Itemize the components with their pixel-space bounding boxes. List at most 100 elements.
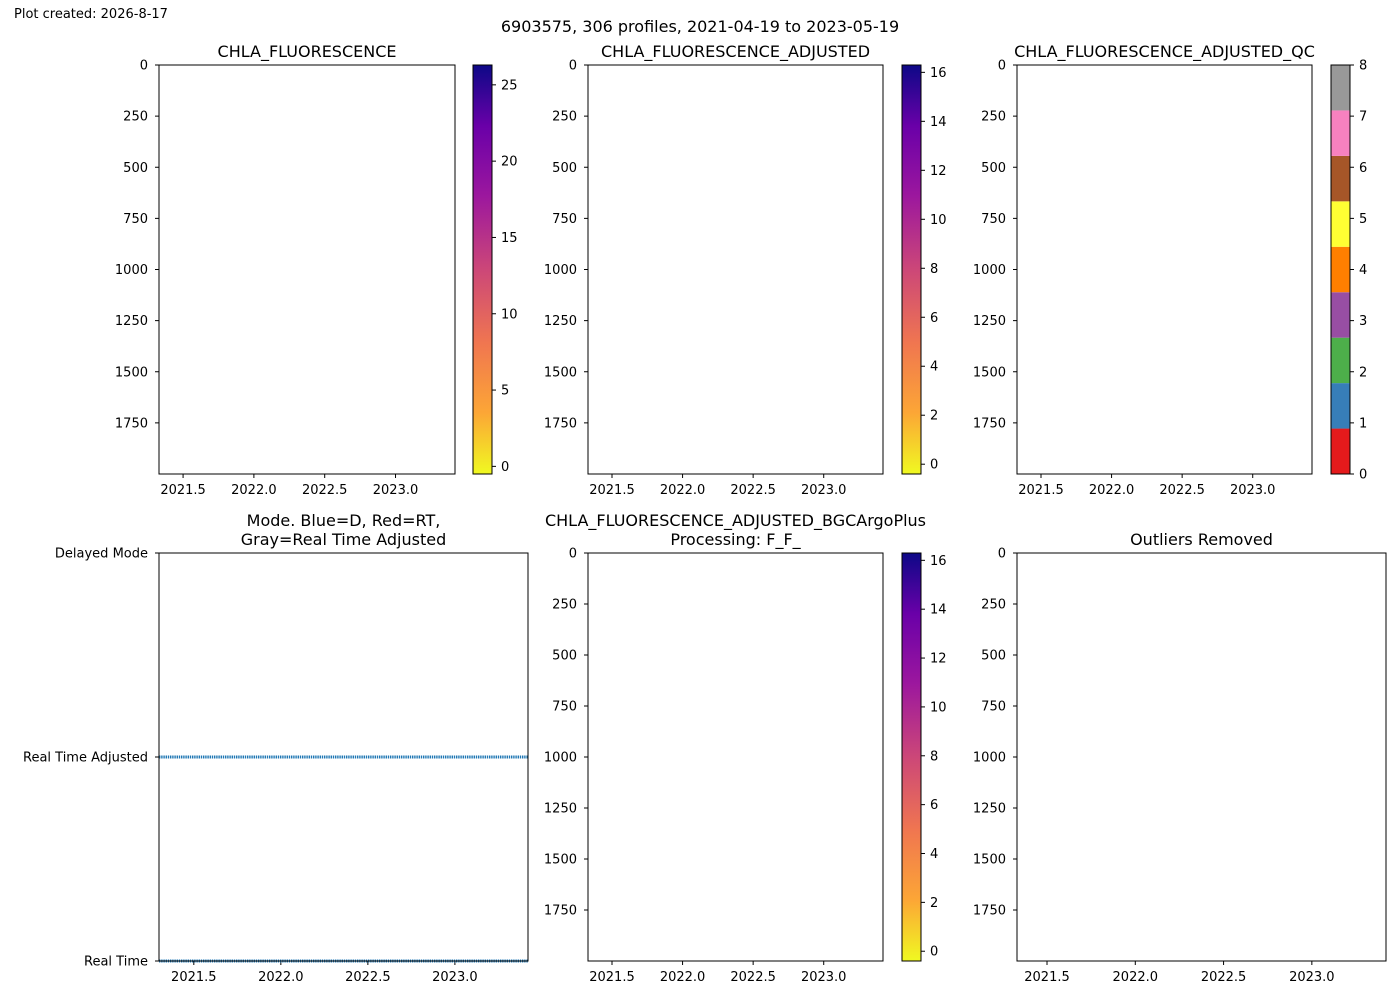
colorbar-frame — [901, 552, 922, 962]
x-tick-label: 2021.5 — [589, 483, 635, 498]
colorbar-tick-label: 4 — [1359, 263, 1367, 278]
colorbar-tick-label: 4 — [930, 360, 938, 375]
y-tick-label: 0 — [569, 547, 577, 562]
y-tick-label: 1500 — [544, 365, 577, 380]
panel-title-line: Processing: F_F_ — [670, 530, 801, 550]
y-tick-label: 1250 — [115, 314, 148, 329]
colorbar-frame — [472, 64, 493, 475]
colorbar-tick-label: 16 — [930, 554, 947, 569]
colorbar-tick-label: 5 — [1359, 212, 1367, 227]
colorbar-frame — [901, 64, 922, 475]
y-tick-label: 250 — [981, 598, 1006, 613]
colorbar-segment — [1331, 428, 1350, 474]
colorbar-tick-label: 5 — [501, 384, 509, 399]
x-tick-label: 2022.0 — [258, 970, 304, 985]
panel-title: CHLA_FLUORESCENCE_ADJUSTED_QC — [1014, 42, 1315, 62]
colorbar-fill — [473, 65, 492, 474]
y-tick-label: Real Time Adjusted — [23, 751, 148, 766]
colorbar-tick-label: 14 — [930, 603, 947, 618]
y-tick-label: 1500 — [973, 853, 1006, 868]
x-tick-label: 2022.5 — [345, 970, 391, 985]
colorbar-segment — [1331, 383, 1350, 429]
colorbar-segment — [1331, 246, 1350, 293]
y-tick-label: 500 — [123, 161, 148, 176]
plot-created-label: Plot created: 2026-8-17 — [14, 7, 168, 22]
x-tick-label: 2021.5 — [171, 970, 217, 985]
colorbar-tick-label: 4 — [930, 847, 938, 862]
colorbar-tick-label: 10 — [930, 213, 947, 228]
y-tick-label: 250 — [123, 110, 148, 125]
y-tick-label: 750 — [981, 700, 1006, 715]
y-tick-label: 1750 — [973, 904, 1006, 919]
panel-title: Mode. Blue=D, Red=RT, Gray=Real Time Adju… — [241, 511, 447, 549]
colorbar-segment — [1331, 155, 1350, 202]
colorbar-tick-label: 6 — [930, 798, 938, 813]
colorbar-tick-label: 14 — [930, 115, 947, 130]
colorbar-tick-label: 16 — [930, 66, 947, 81]
x-tick-label: 2022.5 — [302, 483, 348, 498]
colorbar-tick-label: 8 — [930, 749, 938, 764]
colorbar-tick-label: 3 — [1359, 314, 1367, 329]
colorbar-tick-label: 12 — [930, 652, 947, 667]
axes-frame — [587, 552, 884, 962]
colorbar-tick-label: 2 — [930, 409, 938, 424]
x-tick-label: 2021.5 — [160, 483, 206, 498]
y-tick-label: 750 — [981, 212, 1006, 227]
x-tick-label: 2023.0 — [801, 483, 847, 498]
y-tick-label: 0 — [140, 59, 148, 74]
x-tick-label: 2021.5 — [589, 970, 635, 985]
y-tick-label: 1750 — [115, 416, 148, 431]
y-tick-label: 1000 — [544, 751, 577, 766]
panel-title: CHLA_FLUORESCENCE — [218, 42, 397, 62]
panel-title: Outliers Removed — [1130, 530, 1273, 549]
y-tick-label: 1500 — [544, 853, 577, 868]
y-tick-label: Delayed Mode — [55, 547, 148, 562]
colorbar-fill — [902, 553, 921, 961]
colorbar-tick-label: 12 — [930, 164, 947, 179]
y-tick-label: 1500 — [973, 365, 1006, 380]
colorbar-tick-label: 2 — [1359, 365, 1367, 380]
x-tick-label: 2023.0 — [801, 970, 847, 985]
colorbar-tick-label: 2 — [930, 896, 938, 911]
y-tick-label: 1000 — [973, 751, 1006, 766]
x-tick-label: 2023.0 — [373, 483, 419, 498]
y-tick-label: 500 — [552, 649, 577, 664]
colorbar-segment — [1331, 65, 1350, 111]
y-tick-label: 1000 — [973, 263, 1006, 278]
y-tick-label: 1500 — [115, 365, 148, 380]
colorbar-tick-label: 0 — [501, 460, 509, 475]
x-tick-label: 2022.5 — [730, 483, 776, 498]
y-tick-label: 750 — [123, 212, 148, 227]
colorbar-tick-label: 0 — [1359, 468, 1367, 483]
colorbar-tick-label: 7 — [1359, 110, 1367, 125]
panel-title: CHLA_FLUORESCENCE_ADJUSTED — [601, 42, 870, 62]
y-tick-label: 1250 — [973, 802, 1006, 817]
y-tick-label: 1000 — [544, 263, 577, 278]
y-tick-label: 1250 — [544, 802, 577, 817]
x-tick-label: 2022.0 — [1113, 970, 1159, 985]
y-tick-label: 1750 — [973, 416, 1006, 431]
y-tick-label: 0 — [998, 59, 1006, 74]
x-tick-label: 2022.5 — [730, 970, 776, 985]
x-tick-label: 2022.0 — [231, 483, 277, 498]
panel-title-line: CHLA_FLUORESCENCE_ADJUSTED_BGCArgoPlus — [545, 511, 926, 531]
panel-title-line: Gray=Real Time Adjusted — [241, 530, 447, 549]
colorbar-tick-label: 10 — [501, 307, 518, 322]
x-tick-label: 2023.0 — [1289, 970, 1335, 985]
colorbar-segment — [1331, 337, 1350, 384]
axes-frame — [1016, 64, 1313, 475]
y-tick-label: 1750 — [544, 904, 577, 919]
x-tick-label: 2021.5 — [1018, 483, 1064, 498]
panel-title: CHLA_FLUORESCENCE_ADJUSTED_BGCArgoPlus Pr… — [545, 511, 926, 550]
colorbar-tick-label: 8 — [930, 262, 938, 277]
colorbar-tick-label: 20 — [501, 155, 518, 170]
x-tick-label: 2022.5 — [1159, 483, 1205, 498]
colorbar-tick-label: 0 — [930, 458, 938, 473]
y-tick-label: 1750 — [544, 416, 577, 431]
x-tick-label: 2022.0 — [660, 970, 706, 985]
x-tick-label: 2022.5 — [1201, 970, 1247, 985]
colorbar-tick-label: 15 — [501, 231, 518, 246]
x-tick-label: 2021.5 — [1024, 970, 1070, 985]
y-tick-label: 1250 — [973, 314, 1006, 329]
